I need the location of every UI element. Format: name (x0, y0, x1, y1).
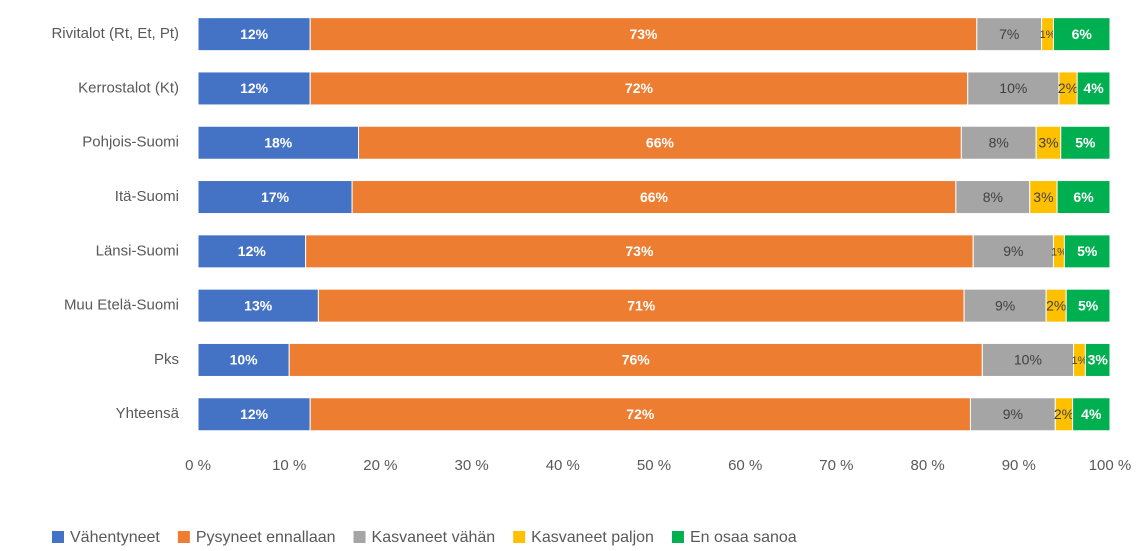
bar-segment (1052, 17, 1111, 52)
y-tick-label: Pks (154, 351, 179, 368)
data-label: 9% (1003, 406, 1023, 422)
data-label: 9% (995, 297, 1015, 313)
legend-swatch (513, 531, 526, 543)
bar-segment (197, 234, 307, 269)
data-label: 12% (240, 80, 269, 96)
data-label: 12% (240, 26, 269, 42)
data-label: 10% (999, 80, 1027, 96)
x-tick-label: 20 % (363, 457, 397, 474)
x-tick-label: 0 % (185, 457, 211, 474)
legend-label: Kasvaneet paljon (531, 529, 654, 546)
bar-segment (309, 17, 978, 52)
data-label: 10% (1014, 352, 1042, 368)
bar-segment (197, 180, 353, 215)
bar-segment (197, 17, 311, 52)
y-tick-label: Yhteensä (116, 405, 180, 422)
bar-segment (1084, 342, 1111, 377)
data-label: 6% (1073, 189, 1094, 205)
data-label: 66% (640, 189, 669, 205)
bar-segment (358, 125, 962, 160)
data-label: 5% (1077, 243, 1098, 259)
data-label: 3% (1033, 189, 1053, 205)
bar-segment (305, 234, 974, 269)
data-label: 6% (1072, 26, 1093, 42)
data-label: 5% (1078, 297, 1099, 313)
bar-segment (1060, 125, 1111, 160)
bar-segment (197, 342, 290, 377)
data-label: 12% (238, 243, 267, 259)
data-label: 1% (1051, 246, 1067, 258)
data-label: 13% (244, 297, 273, 313)
legend-swatch (671, 531, 684, 543)
x-tick-label: 100 % (1089, 457, 1132, 474)
bar-segment (1065, 288, 1111, 323)
legend-label: Kasvaneet vähän (372, 529, 496, 546)
data-label: 8% (989, 134, 1009, 150)
bar-segment (967, 71, 1060, 106)
x-tick-label: 90 % (1002, 457, 1036, 474)
x-tick-label: 70 % (819, 457, 853, 474)
bar-segment (972, 234, 1054, 269)
bar-segment (960, 125, 1037, 160)
bar-segment (197, 71, 311, 106)
data-label: 12% (240, 406, 269, 422)
data-label: 76% (622, 352, 651, 368)
legend-label: Vähentyneet (70, 529, 160, 546)
data-label: 72% (626, 406, 655, 422)
bar-segment (309, 397, 971, 432)
legend-swatch (52, 531, 64, 543)
bar-segment (1076, 71, 1111, 106)
x-tick-label: 60 % (728, 457, 762, 474)
bar-segment (288, 342, 983, 377)
y-tick-label: Rivitalot (Rt, Et, Pt) (51, 25, 179, 42)
bar-segment (963, 288, 1047, 323)
bar-segment (197, 125, 360, 160)
legend-swatch (353, 531, 366, 543)
y-tick-label: Itä-Suomi (115, 188, 179, 205)
data-label: 71% (627, 297, 656, 313)
data-label: 18% (264, 134, 293, 150)
data-label: 73% (625, 243, 654, 259)
x-tick-label: 30 % (454, 457, 488, 474)
x-tick-label: 50 % (637, 457, 671, 474)
data-label: 3% (1038, 134, 1058, 150)
data-label: 5% (1075, 134, 1096, 150)
data-label: 66% (646, 134, 675, 150)
data-label: 2% (1054, 406, 1074, 422)
y-tick-label: Länsi-Suomi (96, 242, 179, 259)
data-label: 2% (1058, 80, 1078, 96)
data-label: 9% (1003, 243, 1023, 259)
data-label: 7% (999, 26, 1019, 42)
bar-segment (309, 71, 969, 106)
y-tick-label: Muu Etelä-Suomi (64, 297, 179, 314)
data-label: 1% (1040, 29, 1056, 41)
legend-label: Pysyneet ennallaan (196, 529, 336, 546)
data-label: 4% (1081, 406, 1102, 422)
bar-segment (976, 17, 1043, 52)
bar-segment (317, 288, 965, 323)
y-tick-label: Pohjois-Suomi (82, 134, 179, 151)
data-label: 4% (1083, 80, 1104, 96)
data-label: 8% (983, 189, 1003, 205)
bar-segment (1063, 234, 1111, 269)
bar-segment (1056, 180, 1111, 215)
data-label: 73% (629, 26, 658, 42)
bar-segment (351, 180, 957, 215)
data-label: 72% (625, 80, 654, 96)
bar-segment (955, 180, 1031, 215)
x-tick-label: 10 % (272, 457, 306, 474)
legend-label: En osaa sanoa (690, 529, 797, 546)
bar-segment (981, 342, 1075, 377)
data-label: 2% (1046, 297, 1066, 313)
data-label: 1% (1071, 355, 1087, 367)
data-label: 3% (1088, 352, 1109, 368)
bar-segment (1072, 397, 1111, 432)
x-tick-label: 40 % (546, 457, 580, 474)
data-label: 17% (261, 189, 290, 205)
data-label: 10% (230, 352, 259, 368)
legend-swatch (177, 531, 190, 543)
y-tick-label: Kerrostalot (Kt) (78, 79, 179, 96)
x-tick-label: 80 % (910, 457, 944, 474)
